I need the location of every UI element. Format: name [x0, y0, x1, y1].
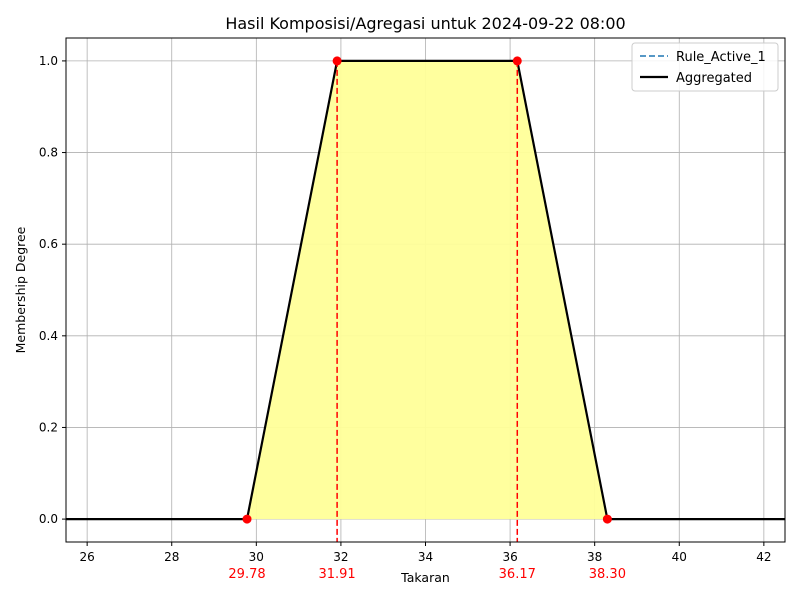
chart-title: Hasil Komposisi/Agregasi untuk 2024-09-2… [225, 14, 625, 33]
x-tick-label: 38 [587, 550, 602, 564]
key-point-value-label: 36.17 [499, 567, 536, 582]
x-tick-label: 28 [164, 550, 179, 564]
key-point-value-label: 29.78 [228, 567, 265, 582]
y-tick-label: 0.0 [39, 512, 58, 526]
y-tick-label: 0.2 [39, 420, 58, 434]
legend: Rule_Active_1 Aggregated [631, 42, 779, 92]
x-tick-label: 30 [249, 550, 264, 564]
key-point-value-label: 31.91 [318, 567, 355, 582]
x-tick-label: 42 [756, 550, 771, 564]
x-axis-title: Takaran [400, 570, 450, 585]
aggregated-fill-area [247, 60, 608, 520]
key-point-marker [242, 514, 252, 524]
y-tick-label: 0.4 [39, 329, 58, 343]
x-tick-label: 26 [80, 550, 95, 564]
series-line-aggregated [66, 59, 785, 521]
plot-area: 26 28 30 32 34 36 38 40 42 0.0 0.2 0.4 0.6 0.8 1.0 29.7… [39, 37, 786, 582]
y-tick-label: 0.8 [39, 146, 58, 160]
key-point-value-label: 38.30 [589, 567, 626, 582]
x-tick-label: 40 [672, 550, 687, 564]
y-tick-label: 0.6 [39, 237, 58, 251]
x-tick-label: 32 [333, 550, 348, 564]
key-point-marker [602, 514, 612, 524]
key-point-marker [332, 56, 342, 66]
y-axis-title: Membership Degree [13, 226, 28, 353]
legend-label: Rule_Active_1 [676, 50, 766, 65]
x-tick-label: 36 [502, 550, 517, 564]
key-point-marker [512, 56, 522, 66]
legend-box [631, 42, 779, 92]
x-tick-label: 34 [418, 550, 433, 564]
legend-label: Aggregated [676, 71, 752, 86]
y-tick-label: 1.0 [39, 54, 58, 68]
